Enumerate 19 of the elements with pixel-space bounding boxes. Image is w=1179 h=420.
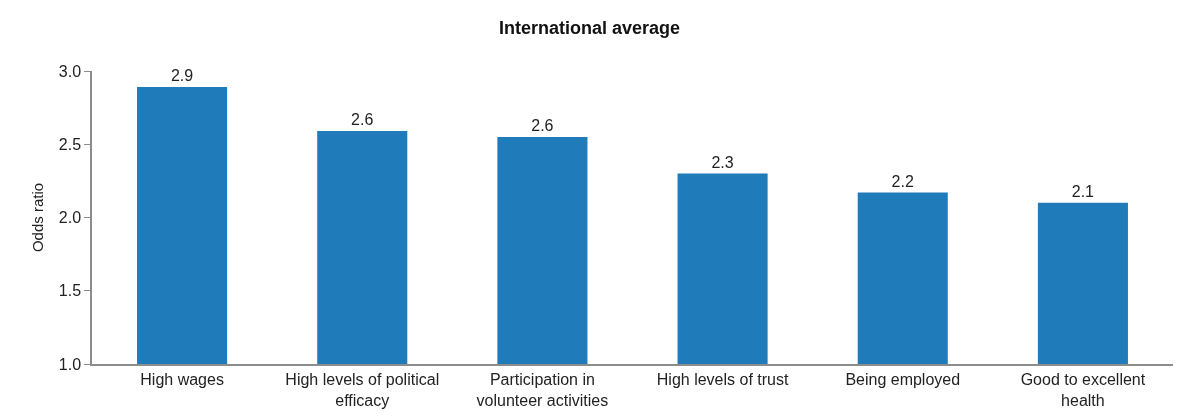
x-tick-label: High levels of political efficacy	[285, 370, 440, 409]
chart-title: International average	[498, 18, 681, 39]
x-tick-label: High wages	[140, 370, 224, 388]
x-tick-label: Participation in volunteer activities	[476, 370, 609, 409]
x-tick-label: Being employed	[845, 370, 961, 388]
data-label: 2.2	[891, 172, 914, 190]
y-tick-label: 1.0	[58, 355, 82, 373]
y-axis-title: Odds ratio	[28, 182, 46, 253]
x-tick-label: Good to excellent health	[1020, 370, 1146, 409]
y-tick-label: 1.5	[58, 282, 82, 300]
data-label: 2.6	[351, 111, 374, 129]
y-tick-label: 2.0	[58, 209, 82, 227]
data-label: 2.9	[170, 67, 194, 85]
y-tick-label: 3.0	[58, 62, 82, 80]
data-label: 2.1	[1071, 182, 1095, 200]
data-label: 2.3	[711, 153, 734, 171]
x-tick-label: High levels of trust	[656, 370, 789, 388]
data-label: 2.6	[531, 116, 554, 134]
y-tick-label: 2.5	[58, 135, 82, 153]
